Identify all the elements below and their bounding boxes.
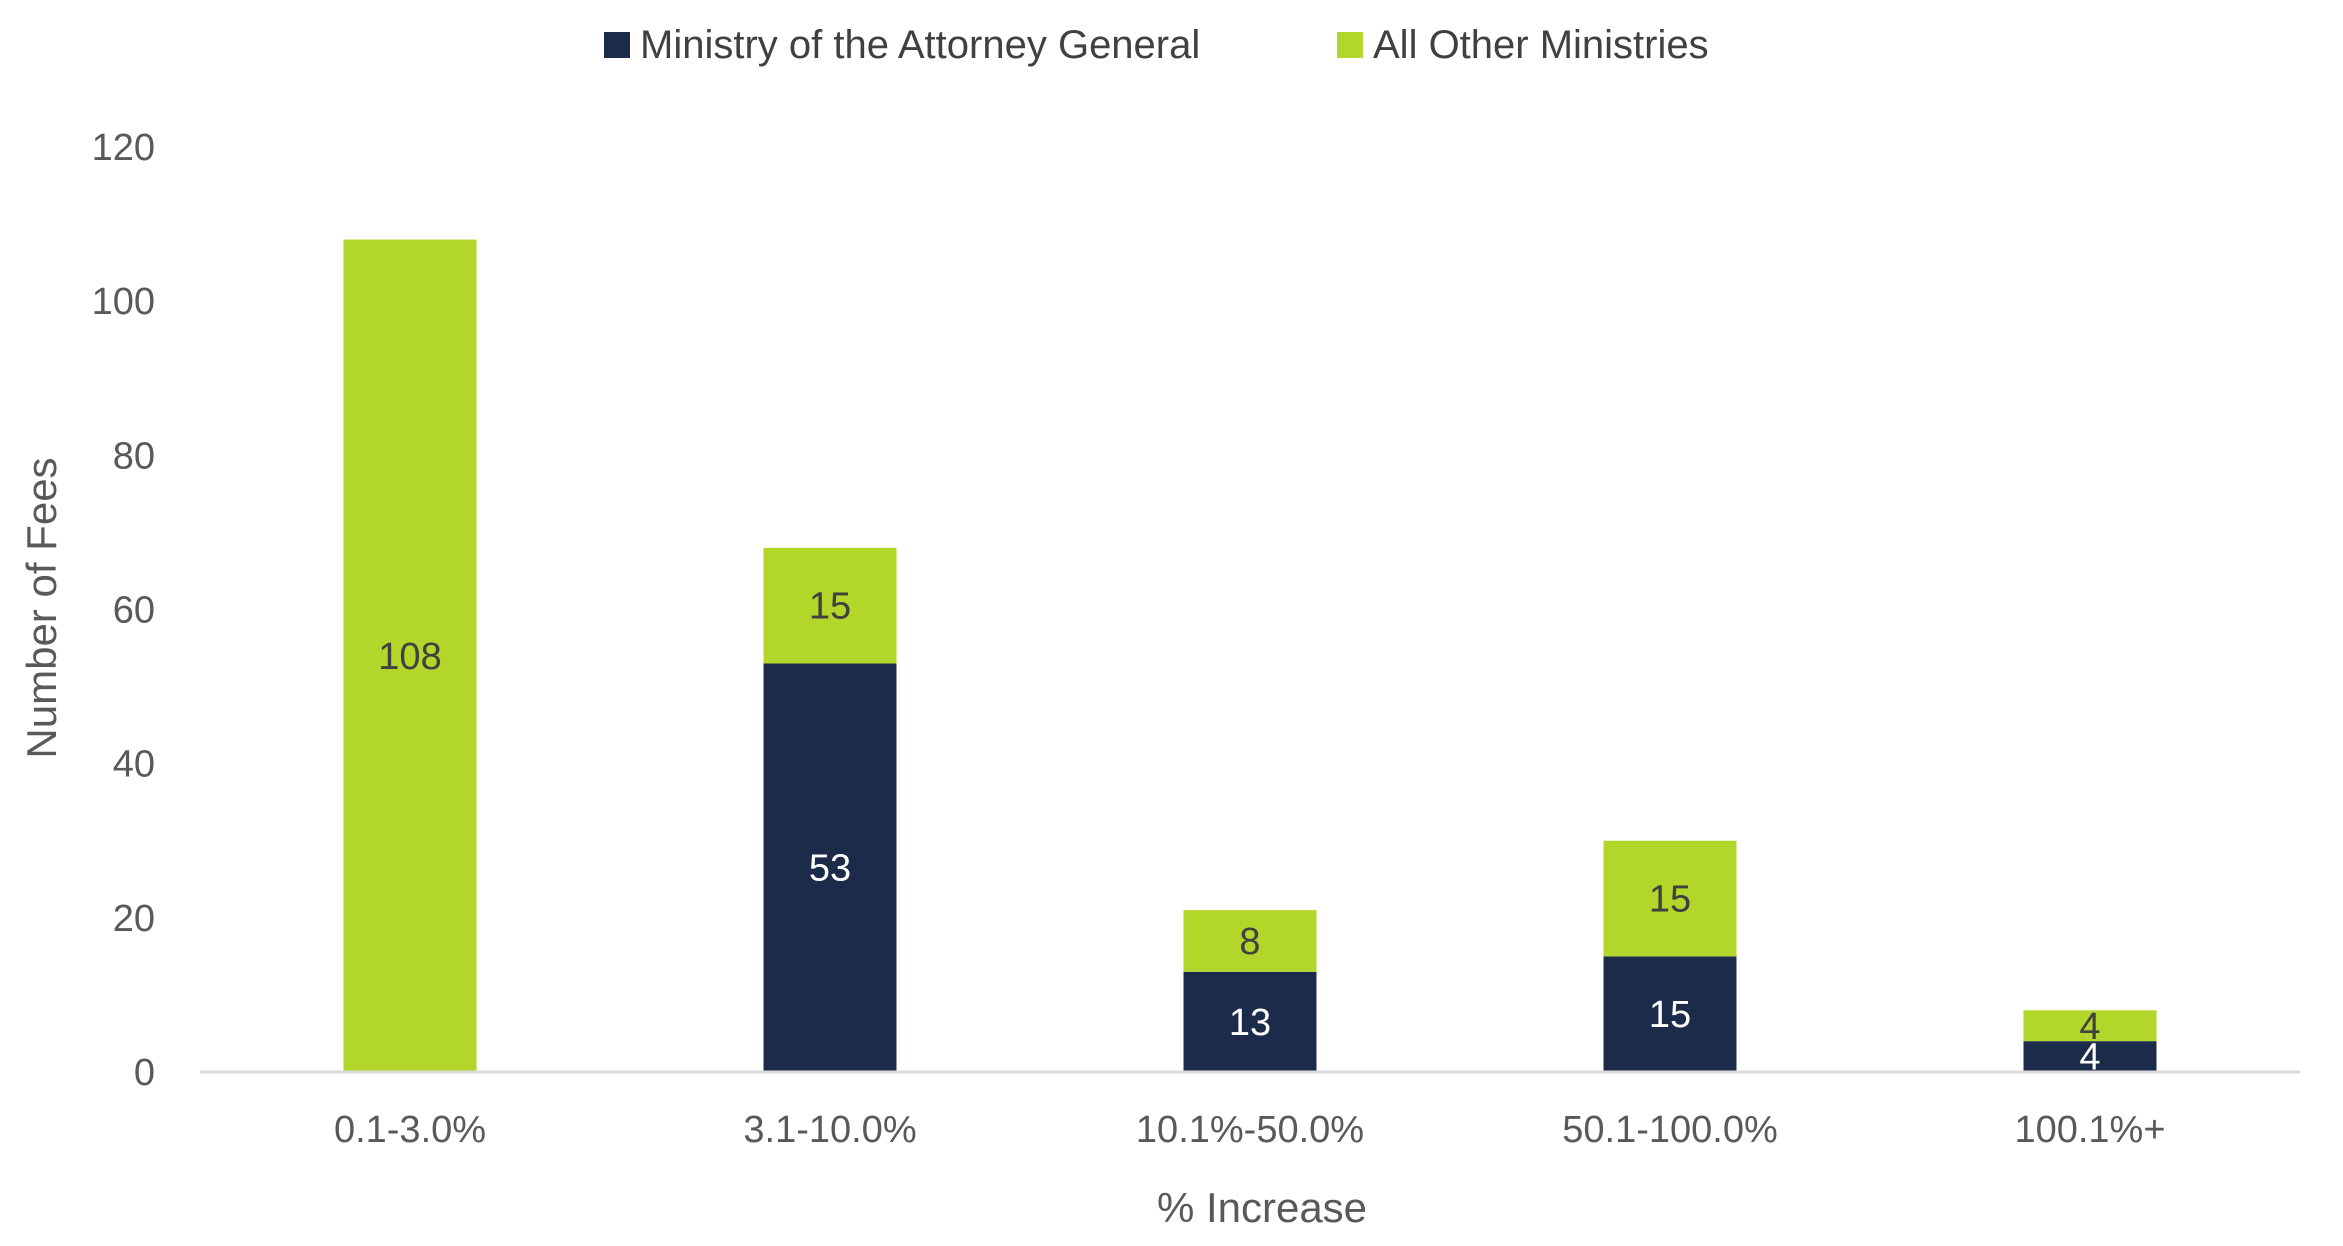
bar-ministry-of-the-attorney-general-10-1-50-0: [1183, 971, 1317, 1072]
data-label-ministry-of-the-attorney-general-10-1-50-0: 13: [1229, 1002, 1271, 1044]
bar-all-other-ministries-10-1-50-0: [1183, 910, 1317, 972]
y-tick-label-120: 120: [92, 127, 155, 169]
bars: [343, 239, 2157, 1072]
bar-all-other-ministries-0-1-3-0: [343, 239, 477, 1072]
data-label-all-other-ministries-50-1-100-0: 15: [1649, 879, 1691, 921]
bar-ministry-of-the-attorney-general-100-1: [2023, 1041, 2157, 1072]
bar-ministry-of-the-attorney-general-3-1-10-0: [763, 663, 897, 1072]
bar-data-labels: 108 53 15 13 8 15 15 44: [378, 586, 2100, 1079]
bar-ministry-of-the-attorney-general-50-1-100-0: [1603, 956, 1737, 1072]
data-label-ministry-of-the-attorney-general-100-1: 4: [2079, 1037, 2100, 1079]
y-tick-label-100: 100: [92, 281, 155, 323]
x-tick-label-10-1-50-0: 10.1%-50.0%: [1136, 1109, 1364, 1151]
y-tick-label-80: 80: [113, 435, 155, 477]
data-label-all-other-ministries-100-1: 4: [2079, 1006, 2100, 1048]
y-axis-ticks: 0 20 40 60 80 100 120: [92, 127, 155, 1094]
y-tick-label-20: 20: [113, 898, 155, 940]
bar-all-other-ministries-50-1-100-0: [1603, 840, 1737, 957]
x-tick-label-100-1: 100.1%+: [2014, 1109, 2165, 1151]
x-axis-ticks: 0.1-3.0% 3.1-10.0% 10.1%-50.0% 50.1-100.0% 1…: [334, 1109, 2166, 1151]
legend-swatch-other-ministries: [1337, 32, 1363, 58]
x-tick-label-3-1-10-0: 3.1-10.0%: [743, 1109, 916, 1151]
y-axis-title: Number of Fees: [18, 457, 65, 758]
x-tick-label-50-1-100-0: 50.1-100.0%: [1562, 1109, 1778, 1151]
x-axis-title: % Increase: [1157, 1184, 1367, 1231]
legend-label-other-ministries: All Other Ministries: [1373, 23, 1709, 67]
legend-label-attorney-general: Ministry of the Attorney General: [640, 23, 1200, 67]
x-tick-label-0-1-3-0: 0.1-3.0%: [334, 1109, 486, 1151]
data-label-all-other-ministries-0-1-3-0: 108: [378, 636, 441, 678]
data-label-all-other-ministries-10-1-50-0: 8: [1239, 921, 1260, 963]
legend-swatch-attorney-general: [604, 32, 630, 58]
data-label-all-other-ministries-3-1-10-0: 15: [809, 586, 851, 628]
y-tick-label-60: 60: [113, 590, 155, 632]
data-label-ministry-of-the-attorney-general-3-1-10-0: 53: [809, 848, 851, 890]
y-tick-label-40: 40: [113, 744, 155, 786]
bar-all-other-ministries-100-1: [2023, 1010, 2157, 1042]
data-label-ministry-of-the-attorney-general-50-1-100-0: 15: [1649, 994, 1691, 1036]
bar-all-other-ministries-3-1-10-0: [763, 547, 897, 664]
y-tick-label-0: 0: [134, 1052, 155, 1094]
legend: Ministry of the Attorney General All Oth…: [604, 23, 1709, 67]
